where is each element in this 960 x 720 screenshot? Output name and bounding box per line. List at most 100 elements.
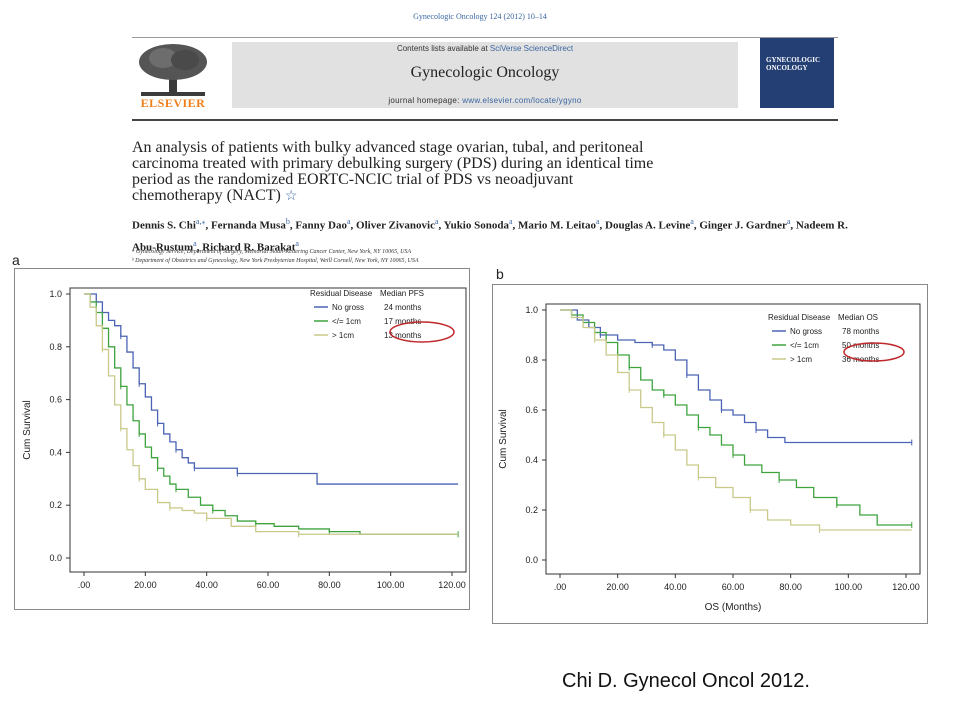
- legend-median: 78 months: [842, 327, 879, 336]
- km-curve-series-1: [84, 293, 459, 535]
- legend-header: Residual Disease: [768, 313, 831, 322]
- author-affiliation-mark: a: [508, 217, 513, 226]
- author-name[interactable]: Richard R. Barakat: [202, 241, 296, 254]
- panel-a-label: a: [12, 252, 20, 268]
- contents-prefix: Contents lists available at: [396, 44, 490, 53]
- affiliation-a: ᵃ Gynecology Service, Department of Surg…: [132, 249, 412, 255]
- header-top-divider: [132, 37, 838, 38]
- legend-median: 13 months: [384, 331, 421, 340]
- legend-median: 17 months: [384, 317, 421, 326]
- km-chart-pfs-svg: 0.0 0.2 0.4 0.6 0.8 1.0 .00 20.00 40.00 60.00 80.0…: [14, 268, 470, 610]
- x-tick-label: 40.00: [195, 580, 218, 590]
- author-name[interactable]: Oliver Zivanovic: [356, 219, 435, 232]
- y-tick-label: 1.0: [525, 305, 538, 315]
- chart-frame: [492, 284, 928, 624]
- author-name[interactable]: Mario M. Leitao: [518, 219, 596, 232]
- homepage-prefix: journal homepage:: [388, 96, 463, 105]
- km-chart-os: 0.0 0.2 0.4 0.6 0.8 1.0 .00 20.00 40.00 60.00 80.0…: [492, 284, 928, 624]
- x-tick-label: 100.00: [835, 582, 863, 592]
- author-affiliation-mark: a: [346, 217, 351, 226]
- author-affiliation-mark: a: [193, 238, 197, 248]
- y-tick-label: 0.0: [49, 553, 62, 563]
- x-tick-label: 20.00: [134, 580, 157, 590]
- title-line: chemotherapy (NACT) ☆: [132, 187, 298, 205]
- author-affiliation-mark: a: [786, 217, 791, 226]
- x-tick-label: 80.00: [779, 582, 802, 592]
- title-line: period as the randomized EORTC-NCIC tria…: [132, 171, 574, 188]
- author-name[interactable]: Ginger J. Gardner: [699, 219, 787, 232]
- x-tick-label: 60.00: [722, 582, 745, 592]
- legend-median: 24 months: [384, 303, 421, 312]
- x-tick-label: 120.00: [892, 582, 920, 592]
- affiliations: ᵃ Gynecology Service, Department of Surg…: [132, 248, 852, 266]
- author-affiliation-mark: a: [295, 238, 299, 248]
- y-tick-label: 0.4: [525, 455, 538, 465]
- author-name[interactable]: Fanny Dao: [295, 219, 347, 232]
- author-name[interactable]: Douglas A. Levine: [605, 219, 691, 232]
- author-affiliation-mark: a: [595, 217, 600, 226]
- highlight-circle: [389, 321, 455, 343]
- km-curve-series-2: [560, 309, 912, 531]
- x-tick-label: 60.00: [257, 580, 280, 590]
- highlight-circle: [843, 342, 905, 362]
- km-chart-os-svg: 0.0 0.2 0.4 0.6 0.8 1.0 .00 20.00 40.00 60.00 80.0…: [492, 284, 928, 624]
- x-tick-label: 120.00: [438, 580, 466, 590]
- legend-entry: </= 1cm: [332, 317, 361, 326]
- legend-header: Median PFS: [380, 289, 424, 298]
- x-tick-label: 40.00: [664, 582, 687, 592]
- y-tick-label: 0.6: [49, 395, 62, 405]
- title-line: An analysis of patients with bulky advan…: [132, 139, 644, 156]
- y-tick-label: 0.8: [525, 355, 538, 365]
- citation: Chi D. Gynecol Oncol 2012.: [562, 670, 810, 692]
- author-affiliation-mark: a,⁎: [195, 217, 206, 226]
- legend-entry: </= 1cm: [790, 341, 819, 350]
- legend-entry: > 1cm: [790, 355, 812, 364]
- author-name[interactable]: Fernanda Musa: [210, 219, 286, 232]
- legend-median: 50 months: [842, 341, 879, 350]
- homepage-link[interactable]: www.elsevier.com/locate/ygyno: [462, 96, 582, 105]
- author-list: Dennis S. Chia,⁎, Fernanda Musab, Fanny …: [132, 217, 848, 254]
- elsevier-wordmark: ELSEVIER: [140, 96, 206, 110]
- y-axis-label: Cum Survival: [498, 409, 509, 468]
- author-name[interactable]: Yukio Sonoda: [443, 219, 509, 232]
- title-line: carcinoma treated with primary debulking…: [132, 155, 654, 172]
- x-tick-label: 80.00: [318, 580, 341, 590]
- journal-header-panel: Contents lists available at SciVerse Sci…: [232, 42, 738, 108]
- y-tick-label: 0.2: [49, 500, 62, 510]
- cover-title: GYNECOLOGIC ONCOLOGY: [766, 56, 821, 72]
- journal-reference: Gynecologic Oncology 124 (2012) 10–14: [413, 12, 547, 21]
- legend-entry: No gross: [790, 327, 822, 336]
- legend-header: Residual Disease: [310, 289, 373, 298]
- y-axis-label: Cum Survival: [22, 400, 33, 459]
- y-tick-label: 0.0: [525, 555, 538, 565]
- panel-b-label: b: [496, 266, 504, 282]
- author-affiliation-mark: a: [434, 217, 439, 226]
- author-affiliation-mark: a: [690, 217, 694, 226]
- elsevier-tree-logo: [133, 42, 213, 112]
- footnote-star-icon[interactable]: ☆: [284, 189, 298, 204]
- chart-frame: [14, 268, 470, 610]
- legend-entry: > 1cm: [332, 331, 354, 340]
- y-tick-label: 0.6: [525, 405, 538, 415]
- legend-entry: No gross: [332, 303, 364, 312]
- y-tick-label: 0.2: [525, 505, 538, 515]
- x-tick-label: 100.00: [377, 580, 405, 590]
- article-title: An analysis of patients with bulky advan…: [132, 140, 852, 205]
- y-tick-label: 0.8: [49, 342, 62, 352]
- km-curve-series-2: [84, 293, 459, 535]
- author-affiliation-mark: b: [285, 217, 290, 226]
- y-tick-label: 0.4: [49, 447, 62, 457]
- x-axis-label: OS (Months): [705, 602, 762, 613]
- x-tick-label: .00: [78, 580, 91, 590]
- contents-line: Contents lists available at SciVerse Sci…: [232, 44, 738, 53]
- author-name[interactable]: Dennis S. Chi: [132, 219, 196, 232]
- homepage-line: journal homepage: www.elsevier.com/locat…: [232, 96, 738, 105]
- sciencedirect-link[interactable]: SciVerse ScienceDirect: [489, 44, 574, 53]
- x-tick-label: .00: [554, 582, 567, 592]
- journal-name: Gynecologic Oncology: [410, 64, 560, 81]
- legend-header: Median OS: [838, 313, 878, 322]
- journal-cover-thumbnail: GYNECOLOGIC ONCOLOGY: [760, 38, 834, 108]
- author-name[interactable]: Nadeem R. Abu-Rustum: [132, 219, 848, 254]
- km-chart-pfs: 0.0 0.2 0.4 0.6 0.8 1.0 .00 20.00 40.00 60.00 80.0…: [14, 268, 470, 610]
- y-tick-label: 1.0: [49, 289, 62, 299]
